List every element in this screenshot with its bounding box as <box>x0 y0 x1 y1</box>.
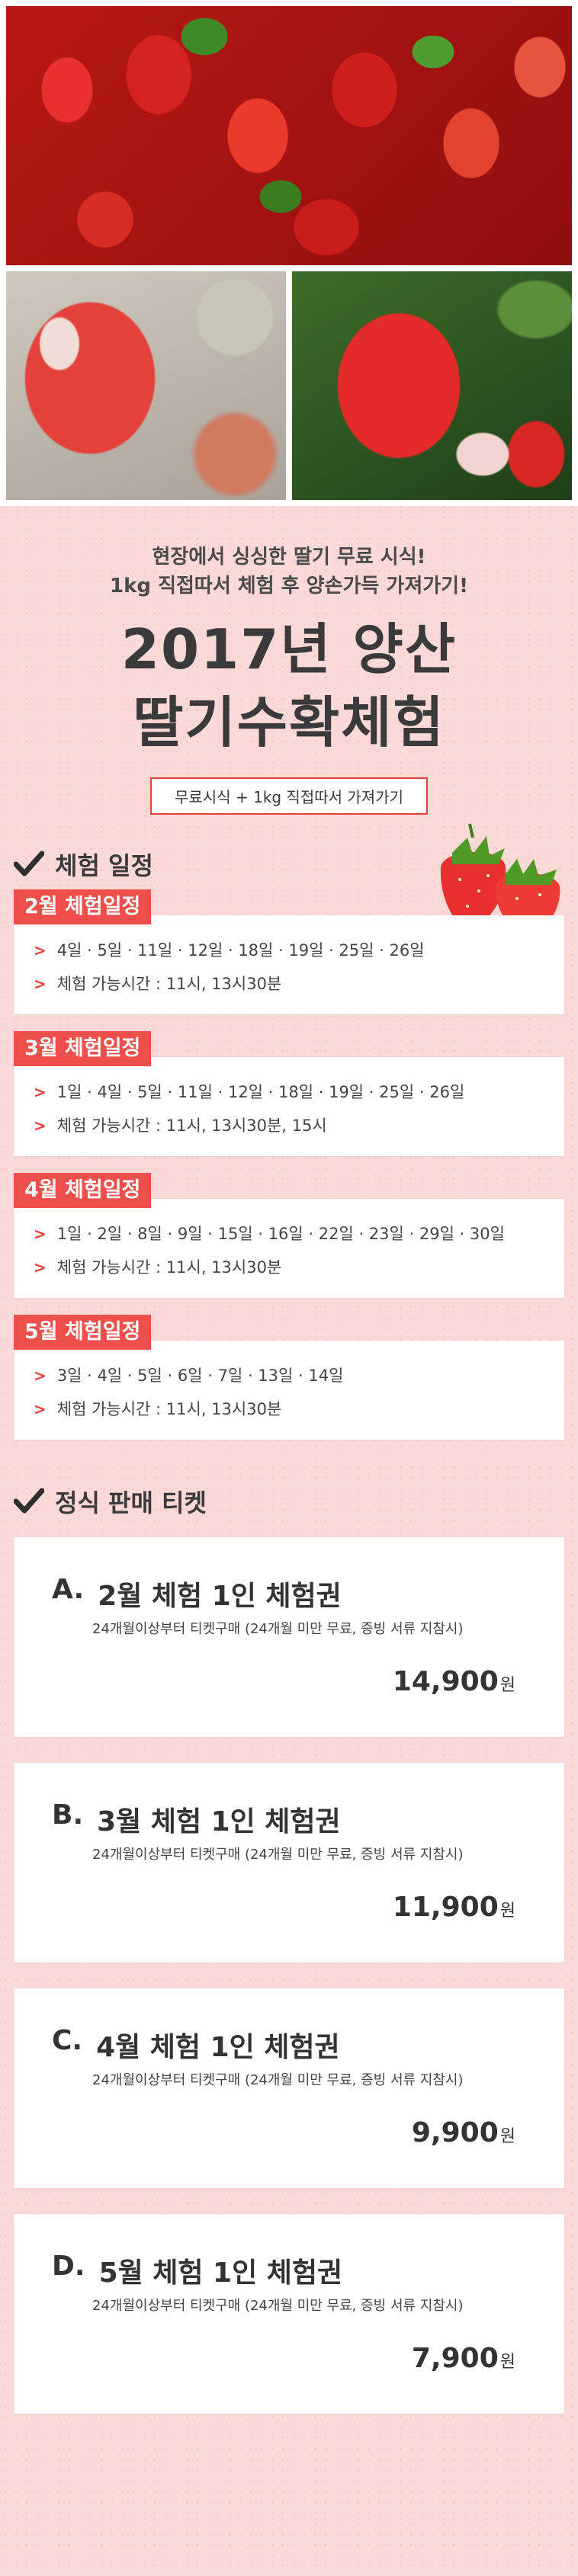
ticket-price-value: 11,900 <box>392 1892 499 1923</box>
month-schedule: 4월 체험일정 >1일 · 2일 · 8일 · 9일 · 15일 · 16일 ·… <box>0 1173 578 1298</box>
chevron-right-icon: > <box>34 1225 47 1243</box>
month-times: 체험 가능시간 : 11시, 13시30분 <box>56 1400 282 1418</box>
ticket-price-value: 9,900 <box>411 2117 499 2148</box>
ticket-description: 24개월이상부터 티켓구매 (24개월 미만 무료, 증빙 서류 지참시) <box>92 1847 464 1863</box>
checkmark-icon <box>14 1488 44 1514</box>
month-times: 체험 가능시간 : 11시, 13시30분, 15시 <box>56 1117 327 1135</box>
strawberry-cut-photo <box>6 271 286 500</box>
ticket-description: 24개월이상부터 티켓구매 (24개월 미만 무료, 증빙 서류 지참시) <box>92 1621 464 1637</box>
ticket-letter: A. <box>52 1574 85 1605</box>
ticket-price: 14,900원 <box>393 1666 515 1697</box>
ticket-price-value: 14,900 <box>392 1666 499 1697</box>
ticket-price-value: 7,900 <box>411 2343 499 2374</box>
intro-line-1: 현장에서 싱싱한 딸기 무료 시식! <box>152 546 426 569</box>
month-schedule: 5월 체험일정 >3일 · 4일 · 5일 · 6일 · 7일 · 13일 · … <box>0 1315 578 1440</box>
ticket-card[interactable]: C. 4월 체험 1인 체험권 24개월이상부터 티켓구매 (24개월 미만 무료… <box>14 1988 564 2188</box>
chevron-right-icon: > <box>34 941 47 960</box>
ticket-card[interactable]: D. 5월 체험 1인 체험권 24개월이상부터 티켓구매 (24개월 미만 무료… <box>14 2214 564 2414</box>
intro-section: 현장에서 싱싱한 딸기 무료 시식! 1kg 직접따서 체험 후 양손가득 가져… <box>0 506 578 815</box>
month-dates: 4일 · 5일 · 11일 · 12일 · 18일 · 19일 · 25일 · … <box>56 941 425 960</box>
month-schedule: 3월 체험일정 >1일 · 4일 · 5일 · 11일 · 12일 · 18일 … <box>0 1031 578 1156</box>
chevron-right-icon: > <box>34 1400 47 1418</box>
photo-collage <box>0 0 578 506</box>
tickets-heading: 정식 판매 티켓 <box>0 1482 578 1520</box>
ticket-name: 5월 체험 1인 체험권 <box>98 2257 343 2289</box>
main-title-line-2: 딸기수확체험 <box>133 690 445 755</box>
month-schedule: 2월 체험일정 >4일 · 5일 · 11일 · 12일 · 18일 · 19일… <box>0 889 578 1014</box>
month-tag: 5월 체험일정 <box>14 1315 152 1350</box>
main-title: 2017년 양산 딸기수확체험 <box>0 613 578 759</box>
checkmark-icon <box>14 851 44 876</box>
chevron-right-icon: > <box>34 1117 47 1135</box>
ticket-price: 7,900원 <box>412 2343 515 2374</box>
ticket-price: 9,900원 <box>412 2117 515 2148</box>
month-tag: 4월 체험일정 <box>14 1173 152 1208</box>
tickets-heading-label: 정식 판매 티켓 <box>55 1488 207 1517</box>
ticket-description: 24개월이상부터 티켓구매 (24개월 미만 무료, 증빙 서류 지참시) <box>92 2072 464 2088</box>
schedule-month-list: 2월 체험일정 >4일 · 5일 · 11일 · 12일 · 18일 · 19일… <box>0 889 578 1440</box>
schedule-heading: 체험 일정 <box>0 823 578 937</box>
ticket-letter: C. <box>52 2025 83 2056</box>
ticket-price-unit: 원 <box>499 1902 515 1921</box>
month-dates: 1일 · 4일 · 5일 · 11일 · 12일 · 18일 · 19일 · 2… <box>56 1083 465 1101</box>
month-tag: 2월 체험일정 <box>14 889 152 924</box>
month-times: 체험 가능시간 : 11시, 13시30분 <box>56 975 282 993</box>
month-card: >3일 · 4일 · 5일 · 6일 · 7일 · 13일 · 14일 > 체험 … <box>14 1341 564 1440</box>
strawberry-hand-photo <box>292 271 572 500</box>
page: 현장에서 싱싱한 딸기 무료 시식! 1kg 직접따서 체험 후 양손가득 가져… <box>0 0 578 2414</box>
ticket-name: 2월 체험 1인 체험권 <box>98 1581 342 1612</box>
month-dates: 3일 · 4일 · 5일 · 6일 · 7일 · 13일 · 14일 <box>56 1366 344 1385</box>
chevron-right-icon: > <box>34 975 47 993</box>
ticket-letter: B. <box>52 1799 84 1831</box>
ticket-name: 4월 체험 1인 체험권 <box>96 2032 340 2063</box>
month-dates: 1일 · 2일 · 8일 · 9일 · 15일 · 16일 · 22일 · 23… <box>56 1225 505 1243</box>
schedule-heading-label: 체험 일정 <box>55 851 153 880</box>
ticket-card[interactable]: B. 3월 체험 1인 체험권 24개월이상부터 티켓구매 (24개월 미만 무료… <box>14 1763 564 1962</box>
ticket-price-unit: 원 <box>499 2127 515 2146</box>
month-card: >1일 · 2일 · 8일 · 9일 · 15일 · 16일 · 22일 · 2… <box>14 1199 564 1298</box>
month-card: >1일 · 4일 · 5일 · 11일 · 12일 · 18일 · 19일 · … <box>14 1057 564 1156</box>
chevron-right-icon: > <box>34 1258 47 1277</box>
ticket-description: 24개월이상부터 티켓구매 (24개월 미만 무료, 증빙 서류 지참시) <box>92 2298 464 2314</box>
ticket-price-unit: 원 <box>499 1676 515 1695</box>
ticket-list: A. 2월 체험 1인 체험권 24개월이상부터 티켓구매 (24개월 미만 무료… <box>0 1537 578 2414</box>
offer-badge: 무료시식 + 1kg 직접따서 가져가기 <box>150 777 428 815</box>
chevron-right-icon: > <box>34 1366 47 1385</box>
month-tag: 3월 체험일정 <box>14 1031 152 1066</box>
ticket-card[interactable]: A. 2월 체험 1인 체험권 24개월이상부터 티켓구매 (24개월 미만 무료… <box>14 1537 564 1737</box>
ticket-price-unit: 원 <box>499 2353 515 2372</box>
intro-line-2: 1kg 직접따서 체험 후 양손가득 가져가기! <box>110 575 468 598</box>
chevron-right-icon: > <box>34 1083 47 1101</box>
strawberry-pile-photo <box>6 6 572 265</box>
ticket-letter: D. <box>52 2251 85 2282</box>
ticket-price: 11,900원 <box>393 1892 515 1923</box>
month-times: 체험 가능시간 : 11시, 13시30분 <box>56 1258 282 1277</box>
ticket-name: 3월 체험 1인 체험권 <box>97 1806 341 1837</box>
main-title-line-1: 2017년 양산 <box>120 617 458 681</box>
month-card: >4일 · 5일 · 11일 · 12일 · 18일 · 19일 · 25일 ·… <box>14 915 564 1014</box>
